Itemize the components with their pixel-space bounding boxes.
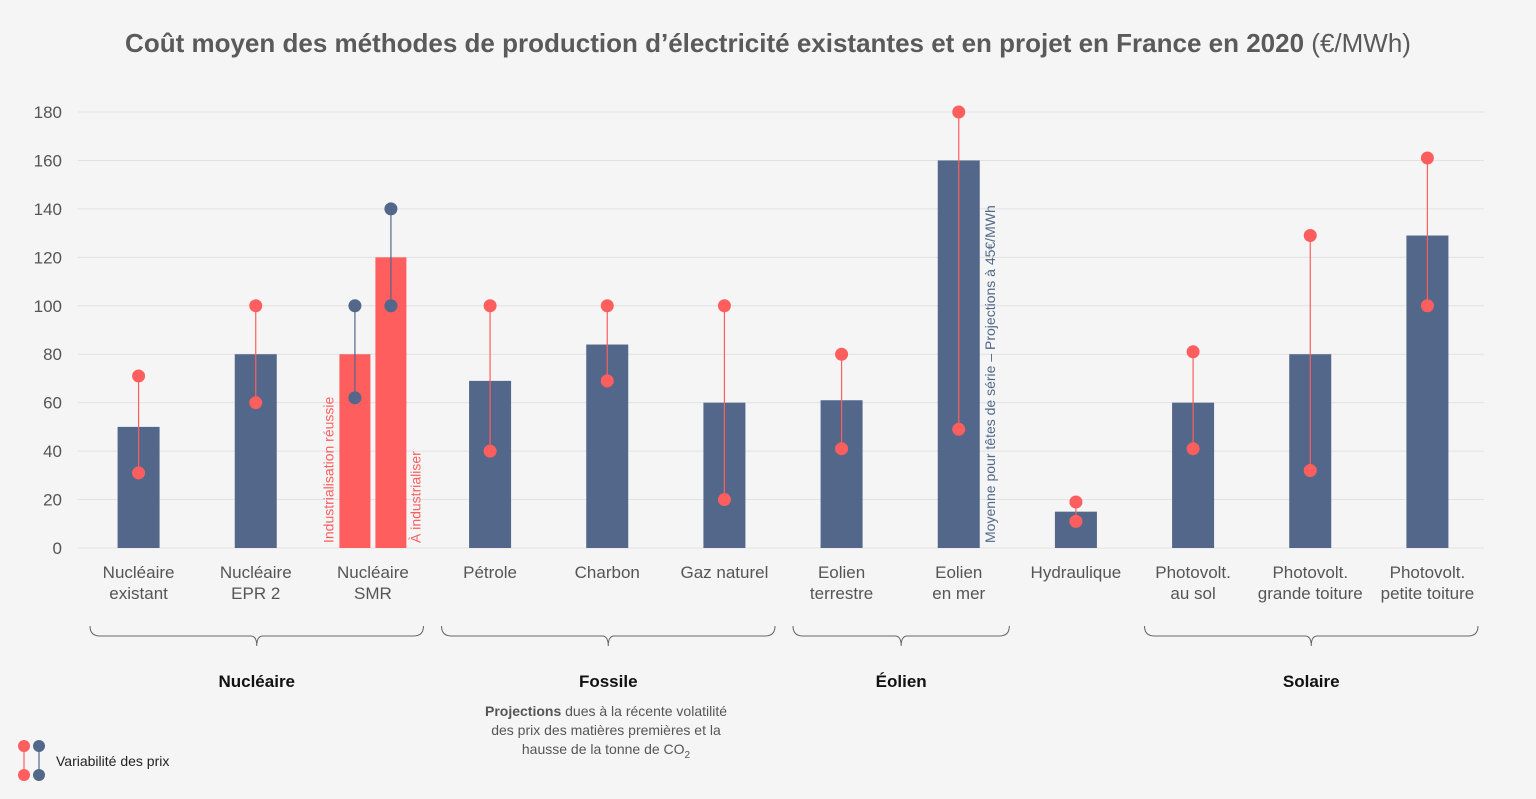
range-min-dot [483, 444, 497, 458]
range-max-dot [835, 347, 849, 361]
range-min-dot [952, 422, 966, 436]
legend-blue-dot [33, 740, 45, 752]
range-max-dot [717, 299, 731, 313]
range-max-dot [132, 369, 146, 383]
group-label: Solaire [1283, 672, 1340, 691]
group-labels: Nucléaire Fossile Éolien Solaire [89, 625, 1479, 691]
bar-annotation: À industrialiser [407, 451, 423, 543]
x-tick-label: Nucléaire [103, 563, 175, 582]
x-tick-label: grande toiture [1258, 584, 1363, 603]
group-label: Éolien [876, 672, 927, 691]
x-tick-label: Nucléaire [220, 563, 292, 582]
x-tick-label: Eolien [935, 563, 982, 582]
x-tick-label: au sol [1170, 584, 1215, 603]
x-tick-label: EPR 2 [231, 584, 280, 603]
range-min-dot [132, 466, 146, 480]
x-tick-label: petite toiture [1381, 584, 1475, 603]
legend-red-dot [18, 769, 30, 781]
x-tick-label: Pétrole [463, 563, 517, 582]
fossil-note: Projections dues à la récente volatilité… [485, 703, 727, 761]
range-min-dot [1069, 514, 1083, 528]
bars: Industrialisation réussie À industrialise… [117, 105, 1449, 549]
y-tick-label: 60 [43, 394, 62, 413]
range-max-dot [1069, 495, 1083, 509]
gridlines: 0 20 40 60 80 100 120 140 160 180 [34, 103, 1484, 558]
x-tick-label: existant [109, 584, 168, 603]
y-tick-label: 120 [34, 248, 62, 267]
x-tick-label: Photovolt. [1390, 563, 1466, 582]
range-min-dot [1303, 463, 1317, 477]
x-tick-label: Nucléaire [337, 563, 409, 582]
legend-label: Variabilité des prix [56, 753, 169, 769]
group-label: Fossile [579, 672, 638, 691]
range-max-dot [384, 202, 398, 216]
range-min-dot [348, 391, 362, 405]
group-brace [441, 625, 776, 647]
y-tick-label: 40 [43, 442, 62, 461]
range-max-dot [348, 299, 362, 313]
x-tick-label: terrestre [810, 584, 873, 603]
range-max-dot [483, 299, 497, 313]
y-tick-label: 180 [34, 103, 62, 122]
group-label: Nucléaire [218, 672, 295, 691]
category-labels: Nucléaire existant Nucléaire EPR 2 Nucléaire… [103, 563, 1475, 603]
x-tick-label: Eolien [818, 563, 865, 582]
y-tick-label: 80 [43, 345, 62, 364]
y-tick-label: 100 [34, 297, 62, 316]
range-max-dot [249, 299, 263, 313]
legend-blue-dot [33, 769, 45, 781]
group-brace [792, 625, 1010, 647]
x-tick-label: Gaz naturel [680, 563, 768, 582]
range-min-dot [835, 442, 849, 456]
range-max-dot [600, 299, 614, 313]
range-max-dot [952, 105, 966, 119]
x-tick-label: Photovolt. [1155, 563, 1231, 582]
range-min-dot [717, 493, 731, 507]
x-tick-label: en mer [932, 584, 985, 603]
legend: Variabilité des prix [18, 740, 169, 781]
x-tick-label: SMR [354, 584, 392, 603]
chart-title: Coût moyen des méthodes de production d’… [125, 28, 1411, 58]
group-brace [1144, 625, 1479, 647]
legend-red-dot [18, 740, 30, 752]
y-tick-label: 0 [53, 539, 62, 558]
y-tick-label: 160 [34, 151, 62, 170]
range-min-dot [600, 374, 614, 388]
bar-annotation: Moyenne pour têtes de série – Projection… [982, 205, 998, 543]
x-tick-label: Hydraulique [1031, 563, 1122, 582]
range-max-dot [1303, 229, 1317, 243]
range-min-dot [1420, 299, 1434, 313]
x-tick-label: Photovolt. [1272, 563, 1348, 582]
y-tick-label: 140 [34, 200, 62, 219]
group-brace [89, 625, 424, 647]
y-tick-label: 20 [43, 491, 62, 510]
range-min-dot [249, 396, 263, 410]
range-max-dot [1186, 345, 1200, 359]
range-min-dot [384, 299, 398, 313]
bar-annotation: Industrialisation réussie [320, 396, 336, 543]
range-max-dot [1420, 151, 1434, 165]
x-tick-label: Charbon [575, 563, 640, 582]
range-min-dot [1186, 442, 1200, 456]
